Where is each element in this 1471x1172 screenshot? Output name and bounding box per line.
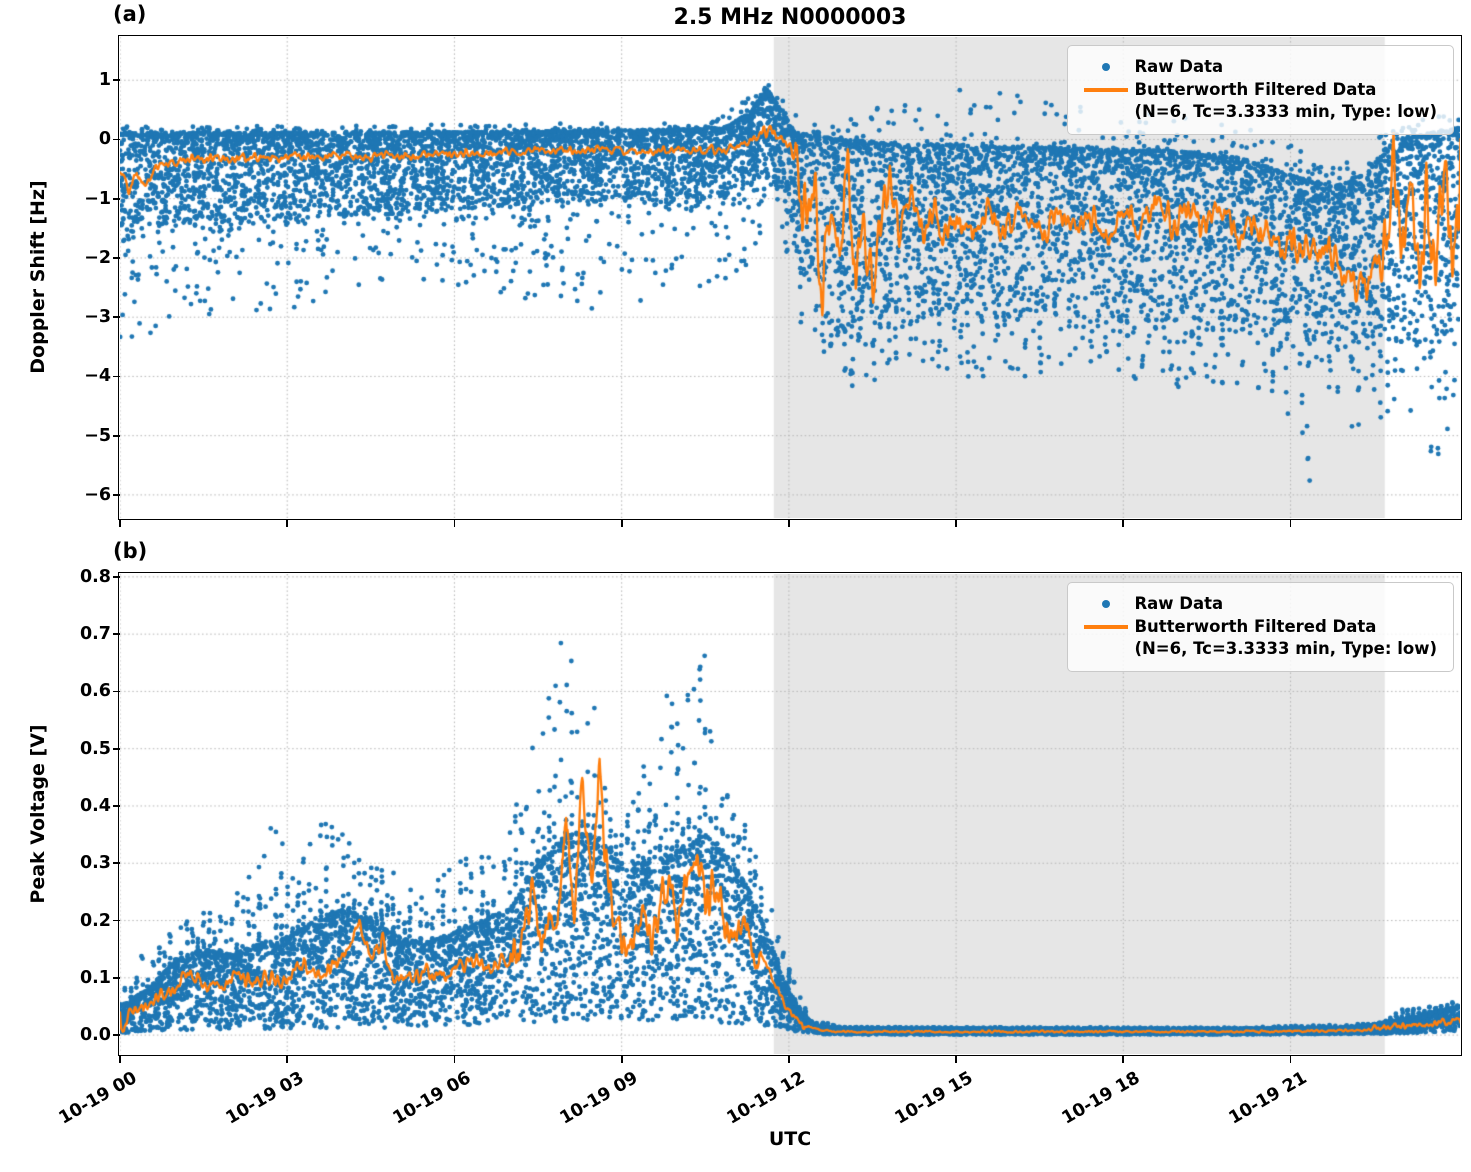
y-tick-mark (113, 976, 120, 979)
x-tick-mark (1289, 520, 1292, 527)
y-tick-mark (113, 79, 120, 82)
y-tick-label: −2 (84, 247, 111, 268)
y-tick-mark (113, 1034, 120, 1036)
legend-filtered-sublabel: (N=6, Tc=3.3333 min, Type: low) (1134, 638, 1437, 658)
y-tick-mark (113, 805, 120, 807)
legend-a: Raw Data Butterworth Filtered Data (N=6,… (1067, 45, 1454, 136)
panel-a-label: (a) (113, 2, 147, 26)
y-tick-mark (113, 690, 120, 693)
x-tick-mark (286, 1056, 289, 1063)
x-tick-mark (286, 520, 289, 527)
y-tick-mark (113, 747, 120, 750)
legend-raw-row: Raw Data (1078, 56, 1437, 77)
legend-filtered-sublabel: (N=6, Tc=3.3333 min, Type: low) (1134, 101, 1437, 121)
y-tick-mark (113, 316, 120, 319)
x-axis-label: UTC (768, 1128, 812, 1150)
y-tick-mark (113, 138, 120, 141)
y-tick-label: 0.3 (79, 853, 111, 874)
x-tick-mark (955, 1056, 957, 1063)
x-tick-mark (955, 520, 957, 527)
y-tick-mark (113, 633, 120, 636)
legend-b: Raw Data Butterworth Filtered Data (N=6,… (1067, 582, 1454, 673)
legend-raw-row: Raw Data (1078, 593, 1437, 614)
y-tick-label: 0.6 (79, 681, 111, 702)
panel-b-label: (b) (113, 539, 148, 563)
filtered-data-marker-icon (1084, 625, 1129, 630)
y-tick-label: 0.4 (79, 795, 111, 816)
y-tick-label: 1 (98, 70, 111, 91)
y-tick-label: −6 (84, 484, 111, 505)
raw-data-marker-icon (1102, 63, 1111, 71)
legend-filtered-label: Butterworth Filtered Data (1134, 80, 1377, 100)
x-tick-mark (620, 520, 623, 527)
raw-data-marker-icon (1102, 600, 1111, 608)
y-tick-mark (113, 575, 120, 578)
y-tick-label: 0 (98, 129, 111, 150)
y-tick-mark (113, 375, 120, 378)
y-tick-mark (113, 919, 120, 922)
y-tick-label: 0.0 (79, 1025, 111, 1046)
x-tick-mark (1122, 1056, 1125, 1063)
y-tick-label: −5 (84, 425, 111, 446)
x-tick-label: 10-19 03 (222, 1068, 308, 1129)
x-tick-label: 10-19 12 (724, 1068, 809, 1129)
legend-raw-label: Raw Data (1134, 57, 1224, 76)
x-tick-mark (1122, 520, 1125, 527)
x-tick-label: 10-19 15 (891, 1068, 977, 1129)
x-tick-mark (453, 1056, 456, 1063)
y-tick-label: 0.8 (79, 566, 111, 587)
y-tick-mark (113, 197, 120, 200)
legend-filtered-row: Butterworth Filtered Data (N=6, Tc=3.333… (1078, 79, 1437, 122)
y-tick-mark (113, 493, 120, 496)
x-tick-label: 10-19 00 (55, 1068, 140, 1129)
legend-filtered-row: Butterworth Filtered Data (N=6, Tc=3.333… (1078, 616, 1437, 659)
x-tick-mark (787, 1056, 790, 1063)
x-tick-mark (119, 520, 121, 527)
y-tick-label: −4 (84, 366, 111, 387)
y-tick-label: −3 (84, 307, 111, 328)
legend-raw-label: Raw Data (1134, 594, 1224, 613)
y-tick-mark (113, 862, 120, 865)
y-tick-mark (113, 257, 120, 259)
x-tick-label: 10-19 18 (1058, 1068, 1144, 1129)
y-tick-label: 0.1 (79, 967, 111, 988)
x-tick-mark (119, 1056, 121, 1063)
x-tick-mark (1289, 1056, 1292, 1063)
x-tick-label: 10-19 21 (1225, 1068, 1311, 1129)
y-tick-label: 0.7 (79, 624, 111, 645)
x-tick-label: 10-19 09 (556, 1068, 642, 1129)
filtered-data-marker-icon (1084, 88, 1129, 93)
y-tick-label: 0.5 (79, 738, 111, 759)
x-tick-mark (453, 520, 456, 527)
x-tick-mark (620, 1056, 623, 1063)
y-tick-mark (113, 434, 120, 437)
y-tick-label: 0.2 (79, 910, 111, 931)
legend-filtered-label: Butterworth Filtered Data (1134, 617, 1377, 637)
x-tick-label: 10-19 06 (389, 1068, 475, 1129)
y-tick-label: −1 (84, 188, 111, 209)
chart-title: 2.5 MHz N0000003 (673, 5, 907, 30)
x-tick-mark (787, 520, 790, 527)
